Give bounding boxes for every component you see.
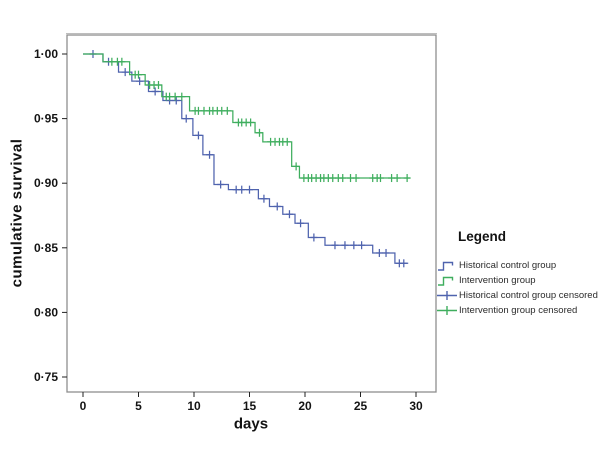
legend-item: Historical control group censored [437,289,598,301]
legend-item: Historical control group [437,259,597,271]
legend-item: Intervention group censored [437,304,597,316]
survival-curve-historical [83,53,409,264]
legend-title: Legend [458,229,507,244]
y-tick-label: 1·00 [34,47,58,61]
legend-item: Intervention group [437,274,597,286]
x-axis-title: days [233,415,269,433]
y-axis-title: cumulative survival [8,138,26,288]
y-tick-label: 0·75 [34,370,58,384]
y-tick-label: 0·85 [34,241,58,255]
legend-item-label: Intervention group [459,274,536,286]
y-tick-label: 0·95 [34,112,58,126]
censor-plus-icon [437,290,457,300]
legend-item-label: Intervention group censored [459,304,578,316]
x-tick-label: 30 [409,399,423,413]
x-tick-label: 5 [135,399,142,413]
x-tick-label: 0 [80,399,87,413]
x-axis-ticks: 0 5 10 15 20 25 30 [80,392,423,413]
y-tick-label: 0·80 [34,305,58,319]
censor-plus-icon [437,305,457,315]
legend: Legend Historical control group Interven… [437,229,598,316]
x-tick-label: 20 [298,399,312,413]
x-tick-label: 15 [243,399,257,413]
legend-item-label: Historical control group [459,259,557,271]
step-line-icon [438,261,454,271]
step-line-icon [438,276,454,286]
censor-marks-intervention [108,57,411,183]
y-tick-label: 0·90 [34,176,58,190]
legend-items: Historical control group Intervention gr… [437,259,598,316]
y-axis-ticks: 1·00 0·95 0·90 0·85 0·80 0·75 [34,47,67,384]
legend-item-label: Historical control group censored [459,289,598,301]
censor-marks-historical [89,50,408,268]
plot-border [66,34,437,393]
x-tick-label: 25 [354,399,368,413]
x-tick-label: 10 [187,399,201,413]
